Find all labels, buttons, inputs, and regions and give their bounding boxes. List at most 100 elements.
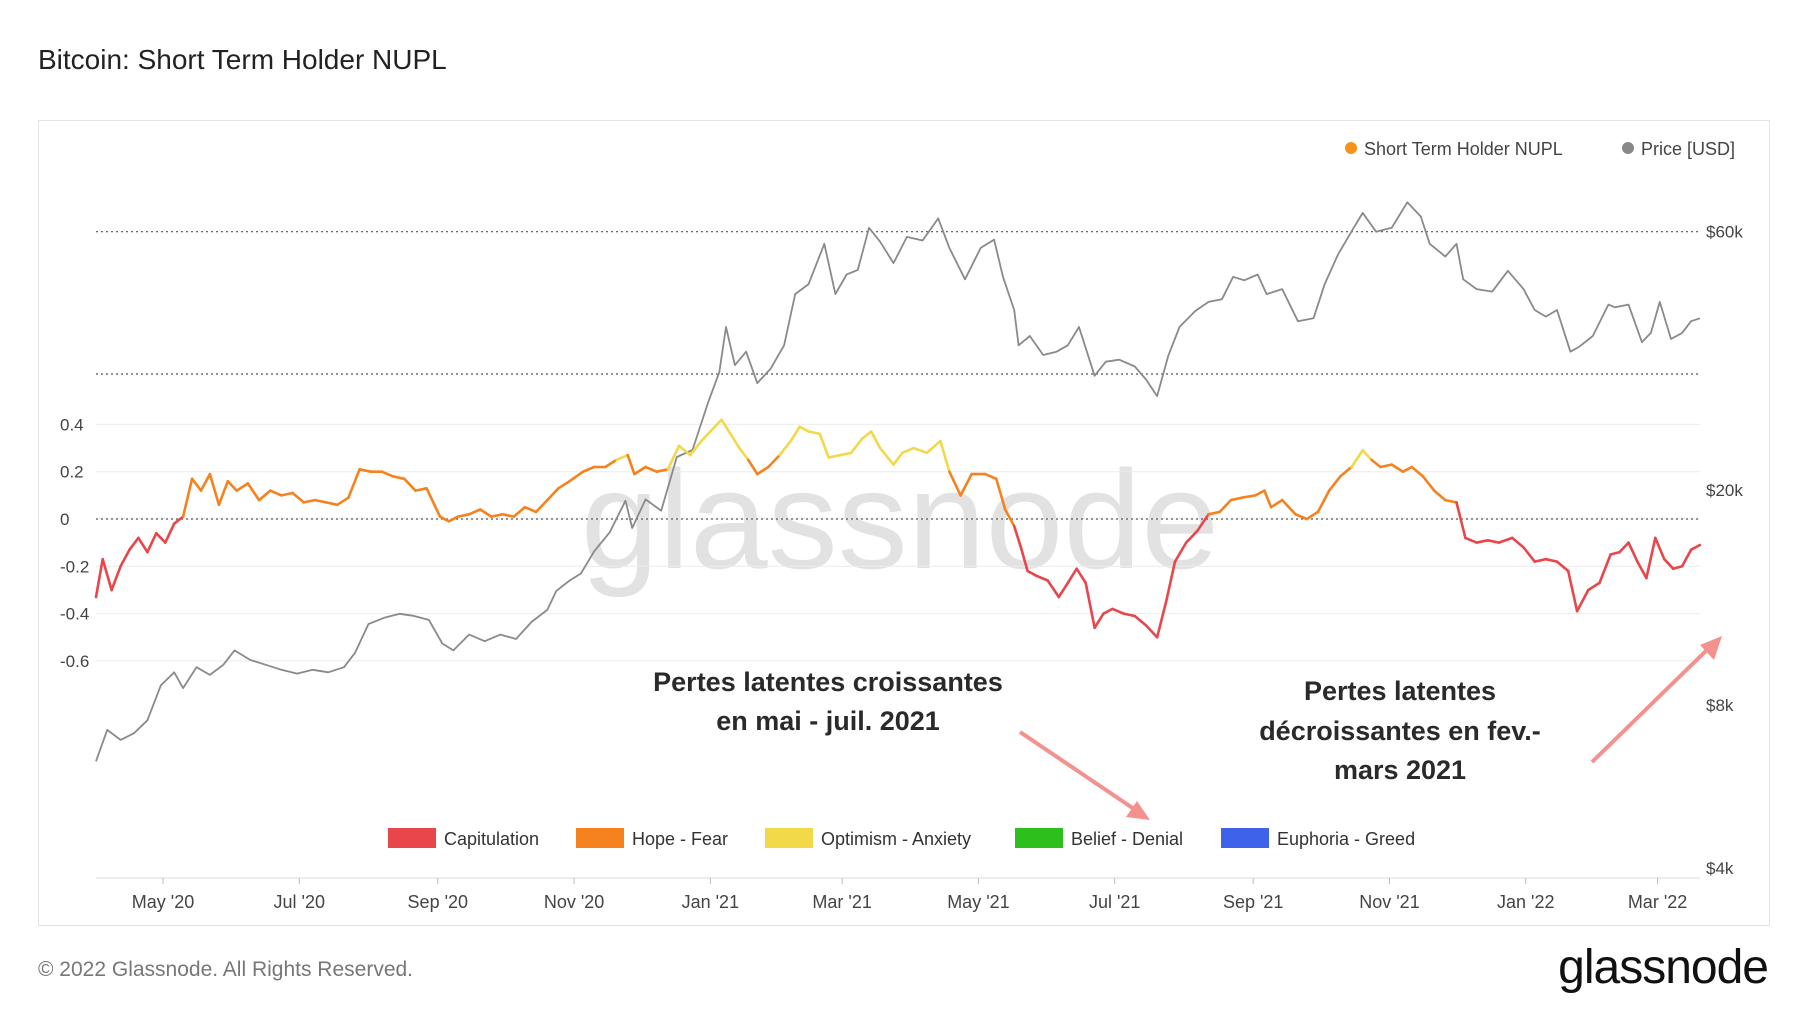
legend-swatch-0 [388, 828, 436, 848]
nupl-segment [700, 427, 714, 443]
nupl-segment [1316, 489, 1331, 514]
nupl-segment [1164, 560, 1177, 604]
nupl-segment [644, 465, 659, 474]
annotation-right-line-3: mars 2021 [1334, 755, 1466, 785]
legend-label-0: Capitulation [444, 829, 539, 849]
annotation-left-arrow [1018, 730, 1142, 815]
legend-top: Short Term Holder NUPL Price [USD] [1345, 139, 1735, 159]
nupl-segment [101, 557, 113, 592]
nupl-segment [1522, 546, 1536, 563]
annotation-left-line-1: Pertes latentes croissantes [653, 667, 1003, 697]
nupl-segment [615, 453, 630, 462]
x-tick-label-2: Sep '20 [408, 892, 469, 912]
nupl-segment [1421, 475, 1436, 492]
legend-nupl-label: Short Term Holder NUPL [1364, 139, 1563, 159]
nupl-segment [414, 486, 428, 492]
nupl-segment [711, 418, 723, 431]
nupl-segment [878, 446, 895, 466]
nupl-segment [208, 472, 221, 507]
nupl-segment [447, 515, 460, 523]
annotation-left-arrowhead [1126, 801, 1150, 820]
nupl-segment [1370, 458, 1382, 469]
nupl-segment [302, 498, 317, 504]
legend-label-3: Belief - Denial [1071, 829, 1183, 849]
legend-bottom: Capitulation Hope - Fear Optimism - Anxiet… [388, 828, 1415, 849]
nupl-segment [798, 425, 810, 433]
nupl-segment [633, 465, 647, 476]
nupl-segment [1066, 567, 1078, 585]
nupl-segment [358, 467, 373, 474]
nupl-segment [1486, 538, 1501, 544]
nupl-segment [581, 465, 596, 474]
annotation-right-arrowhead [1700, 636, 1722, 660]
gridlines [96, 231, 1700, 662]
nupl-segment [807, 430, 822, 436]
chart-title: Bitcoin: Short Term Holder NUPL [38, 44, 447, 75]
nupl-segment [655, 467, 670, 474]
nupl-segment [892, 451, 904, 466]
brand-logo: glassnode [1558, 941, 1769, 994]
nupl-segment [1207, 510, 1221, 516]
legend-label-4: Euphoria - Greed [1277, 829, 1415, 849]
nupl-segment [291, 491, 306, 504]
nupl-segment [235, 482, 250, 492]
nupl-segment [523, 505, 538, 514]
nupl-segment [1035, 574, 1049, 582]
nupl-segment [1609, 550, 1621, 556]
legend-swatch-3 [1015, 828, 1063, 848]
nupl-segment [545, 486, 560, 502]
x-tick-label-10: Jan '22 [1497, 892, 1554, 912]
x-tick-label-8: Sep '21 [1223, 892, 1284, 912]
price-series [95, 201, 1701, 762]
nupl-segment [380, 470, 395, 478]
nupl-segment [119, 548, 131, 568]
nupl-segment [1019, 546, 1029, 573]
nupl-segment [869, 430, 882, 450]
nupl-segment [1444, 498, 1458, 504]
nupl-segment [438, 515, 451, 523]
nupl-segment [1497, 536, 1514, 544]
nupl-segment [557, 479, 571, 490]
nupl-segment [925, 439, 942, 455]
nupl-segment [1026, 569, 1038, 578]
nupl-segment [1102, 607, 1114, 615]
nupl-segment [860, 430, 873, 440]
nupl-segment [1410, 465, 1425, 478]
footer-copyright: © 2022 Glassnode. All Rights Reserved. [38, 958, 414, 981]
nupl-segment [501, 512, 516, 518]
nupl-segment [1350, 449, 1364, 469]
nupl-segment [1645, 536, 1657, 580]
nupl-segment [1111, 607, 1125, 615]
nupl-segment [1173, 541, 1188, 563]
nupl-segment [172, 515, 185, 526]
nupl-segment [767, 453, 781, 469]
nupl-segment [755, 465, 770, 476]
nupl-segment [1229, 496, 1244, 502]
x-axis: May '20 Jul '20 Sep '20 Nov '20 Jan '21 Mar '… [96, 877, 1700, 912]
y-left-tick-1: 0.2 [60, 463, 84, 482]
nupl-segment [467, 508, 482, 516]
nupl-segment [490, 512, 504, 518]
y-right-tick-2: $8k [1706, 696, 1734, 715]
nupl-segment [720, 418, 732, 436]
nupl-segment [146, 531, 158, 554]
annotation-right-arrow [1590, 643, 1714, 764]
y-left-tick-3: -0.2 [60, 557, 89, 576]
y-axis-left: 0.4 0.2 0 -0.2 -0.4 -0.6 [60, 415, 89, 671]
nupl-segment [280, 491, 294, 497]
x-tick-label-11: Mar '22 [1628, 892, 1687, 912]
nupl-segment [948, 470, 962, 497]
nupl-segment [1280, 498, 1297, 516]
nupl-segment [1240, 494, 1257, 500]
nupl-segment [1663, 557, 1675, 571]
y-left-tick-4: -0.4 [60, 605, 89, 624]
nupl-segment [1587, 581, 1601, 592]
legend-swatch-2 [765, 828, 813, 848]
nupl-segment [1455, 501, 1467, 540]
nupl-segment [347, 467, 361, 500]
nupl-segment [1294, 512, 1309, 521]
nupl-segment [1327, 475, 1342, 492]
nupl-segment [391, 475, 406, 481]
nupl-segment [603, 458, 618, 469]
